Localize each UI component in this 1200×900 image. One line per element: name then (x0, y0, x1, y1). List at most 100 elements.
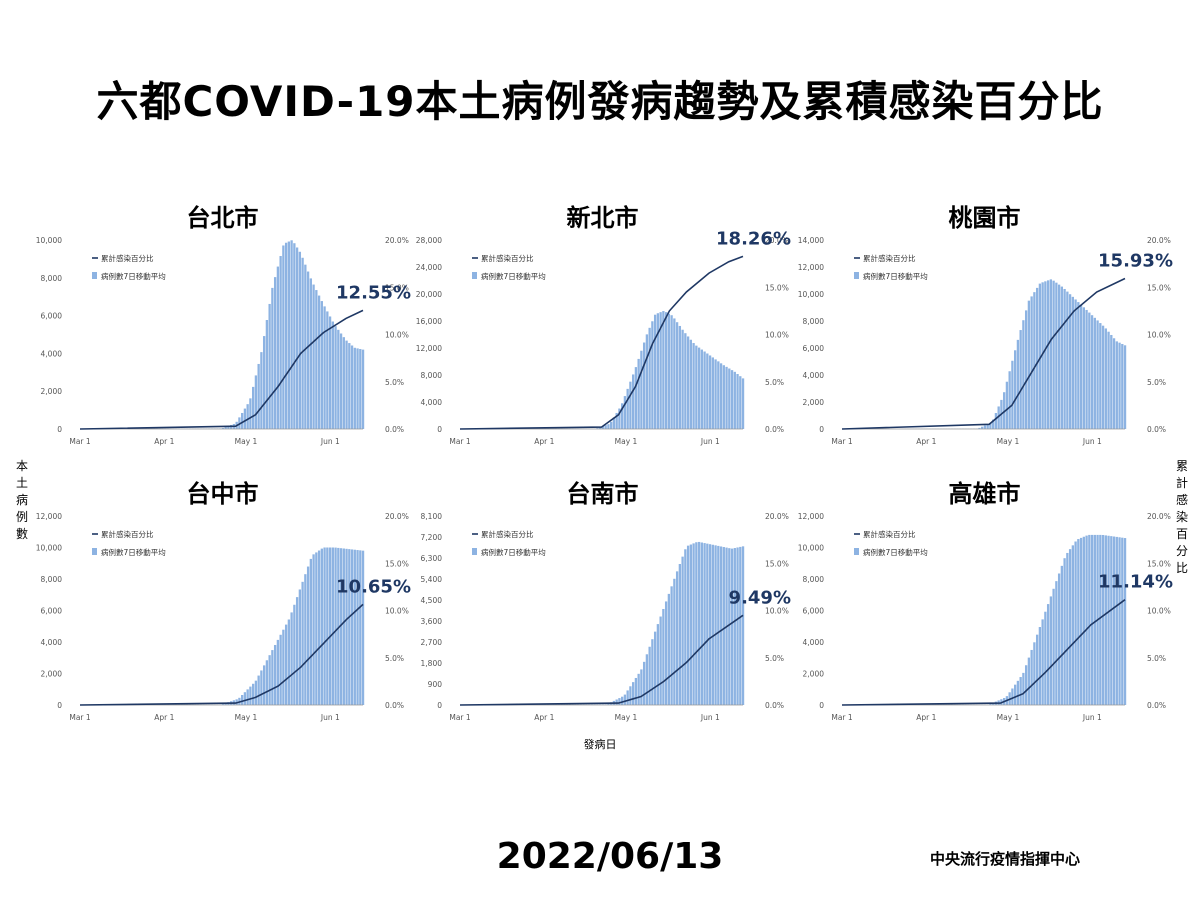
bar (678, 325, 682, 429)
bar (1049, 596, 1053, 705)
y-tick-label-left: 12,000 (798, 263, 824, 272)
x-tick-label: Mar 1 (69, 713, 91, 722)
x-axis-title: 發病日 (583, 738, 617, 751)
cumulative-percent-label: 12.55% (336, 282, 411, 303)
page-title: 六都COVID-19本土病例發病趨勢及累積感染百分比 (96, 77, 1104, 126)
bar (326, 311, 329, 429)
bar (673, 578, 676, 705)
bar (997, 406, 1000, 429)
bar (714, 545, 717, 705)
y-tick-label-right: 10.0% (765, 607, 789, 616)
bar (645, 334, 649, 429)
bar (1082, 307, 1085, 429)
y-tick-label-right: 10.0% (385, 607, 409, 616)
bar (1052, 588, 1055, 705)
y-tick-label-left: 4,000 (41, 349, 63, 358)
bar (1088, 534, 1091, 705)
y-tick-label-right: 15.0% (385, 283, 409, 292)
y-tick-label-right: 20.0% (1147, 512, 1171, 521)
bar (615, 699, 618, 705)
x-tick-label: Jun 1 (700, 437, 720, 446)
y-tick-label-right: 20.0% (385, 512, 409, 521)
bar (246, 404, 249, 429)
bar (631, 374, 635, 429)
y-tick-label-left: 1,800 (421, 659, 443, 668)
bar (741, 546, 745, 705)
bar (1115, 341, 1118, 429)
y-tick-label-right: 5.0% (765, 378, 784, 387)
bar (1085, 309, 1088, 429)
x-tick-label: Mar 1 (831, 713, 853, 722)
legend-bar-label: 病例數7日移動平均 (101, 271, 166, 281)
bar (1107, 535, 1110, 705)
bar (268, 303, 271, 429)
bar (673, 318, 676, 429)
bar (1112, 536, 1116, 705)
bar (1044, 611, 1047, 705)
bar (293, 604, 296, 705)
bar (1005, 381, 1009, 429)
chart-svg: 0 2,000 4,000 6,000 8,000 10,000 0.0% 5.0% 10.0%… (36, 236, 411, 446)
bar (706, 353, 709, 429)
bar (681, 329, 684, 429)
bar (342, 337, 345, 429)
y-tick-label-left: 4,000 (421, 398, 443, 407)
x-tick-label: May 1 (615, 713, 638, 722)
y-tick-label-left: 0 (57, 701, 62, 710)
bar (992, 419, 995, 429)
bar (326, 547, 329, 705)
bar (271, 650, 274, 705)
bar (659, 616, 662, 705)
bar (689, 339, 692, 429)
cumulative-line (79, 603, 364, 706)
y-tick-label-right: 10.0% (765, 331, 789, 340)
bar (667, 593, 671, 705)
bar (284, 242, 288, 429)
bar (1066, 291, 1069, 429)
y-tick-label-left: 4,500 (421, 596, 443, 605)
bar (262, 336, 266, 429)
bar (651, 639, 654, 705)
bar (994, 413, 998, 429)
bar (1030, 649, 1033, 705)
bar (1071, 296, 1074, 429)
y-tick-label-right: 20.0% (765, 236, 789, 245)
bar (642, 661, 646, 705)
bar (331, 321, 334, 429)
bar (733, 371, 736, 429)
bar (692, 343, 695, 429)
bar (1093, 534, 1096, 705)
bar (282, 629, 285, 705)
bar (703, 351, 706, 429)
x-tick-label: Jun 1 (1082, 713, 1102, 722)
y-tick-label-left: 2,000 (803, 670, 825, 679)
bar (323, 547, 326, 705)
bar (273, 277, 277, 429)
bar (686, 545, 690, 705)
bar (722, 365, 725, 429)
y-tick-label-left: 10,000 (36, 236, 62, 245)
bar (689, 544, 692, 705)
bar (728, 368, 731, 429)
bar (1123, 538, 1127, 705)
y-tick-label-left: 6,000 (803, 344, 825, 353)
bar (1082, 536, 1085, 705)
chart-title: 台中市 (186, 480, 259, 508)
bar (640, 350, 643, 429)
bar (315, 290, 318, 429)
legend-bar-label: 病例數7日移動平均 (481, 271, 546, 281)
bar (656, 624, 660, 705)
chart-svg: 0 2,000 4,000 6,000 8,000 10,000 12,000 0.0% 5.0… (36, 512, 411, 722)
bar (356, 550, 359, 705)
bar (640, 669, 643, 705)
x-tick-label: May 1 (235, 713, 258, 722)
chart-taichung: 台中市 0 2,000 4,000 6,000 8,000 10,000 12,000 0.0… (30, 474, 415, 749)
bar (637, 673, 640, 705)
bar (1112, 338, 1116, 429)
bar (304, 574, 307, 705)
organization-label: 中央流行疫情指揮中心 (929, 850, 1080, 868)
x-tick-label: May 1 (997, 713, 1020, 722)
bar (271, 287, 274, 429)
bar (1055, 282, 1058, 429)
bar (348, 343, 351, 429)
